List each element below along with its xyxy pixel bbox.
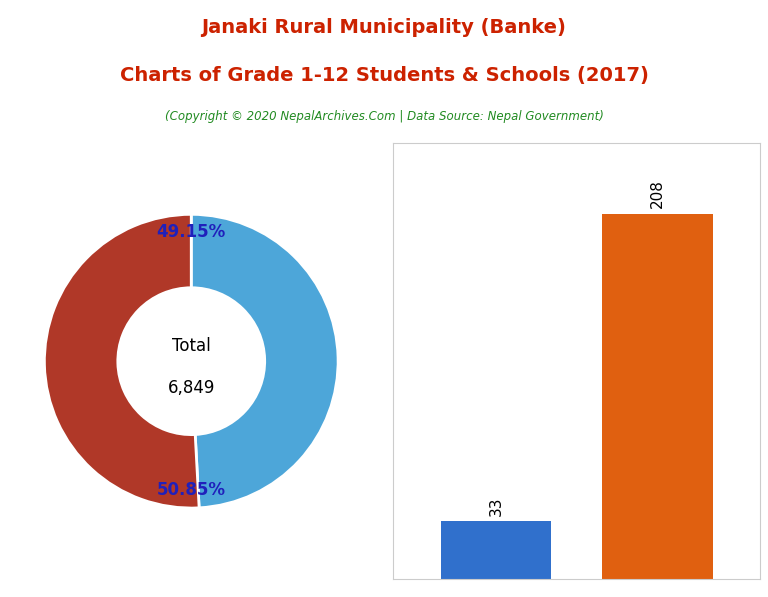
Wedge shape <box>191 214 338 508</box>
Text: (Copyright © 2020 NepalArchives.Com | Data Source: Nepal Government): (Copyright © 2020 NepalArchives.Com | Da… <box>164 110 604 124</box>
Legend: Male Students (3,366), Female Students (3,483): Male Students (3,366), Female Students (… <box>0 592 227 597</box>
Text: Total: Total <box>172 337 210 355</box>
Text: 49.15%: 49.15% <box>157 223 226 241</box>
Bar <box>602 214 713 579</box>
Wedge shape <box>45 214 199 508</box>
Text: Janaki Rural Municipality (Banke): Janaki Rural Municipality (Banke) <box>201 18 567 37</box>
Bar <box>441 521 551 579</box>
Text: 6,849: 6,849 <box>167 378 215 396</box>
Text: 50.85%: 50.85% <box>157 481 226 500</box>
Text: 208: 208 <box>650 180 665 208</box>
Text: 33: 33 <box>488 496 504 516</box>
Text: Charts of Grade 1-12 Students & Schools (2017): Charts of Grade 1-12 Students & Schools … <box>120 66 648 85</box>
